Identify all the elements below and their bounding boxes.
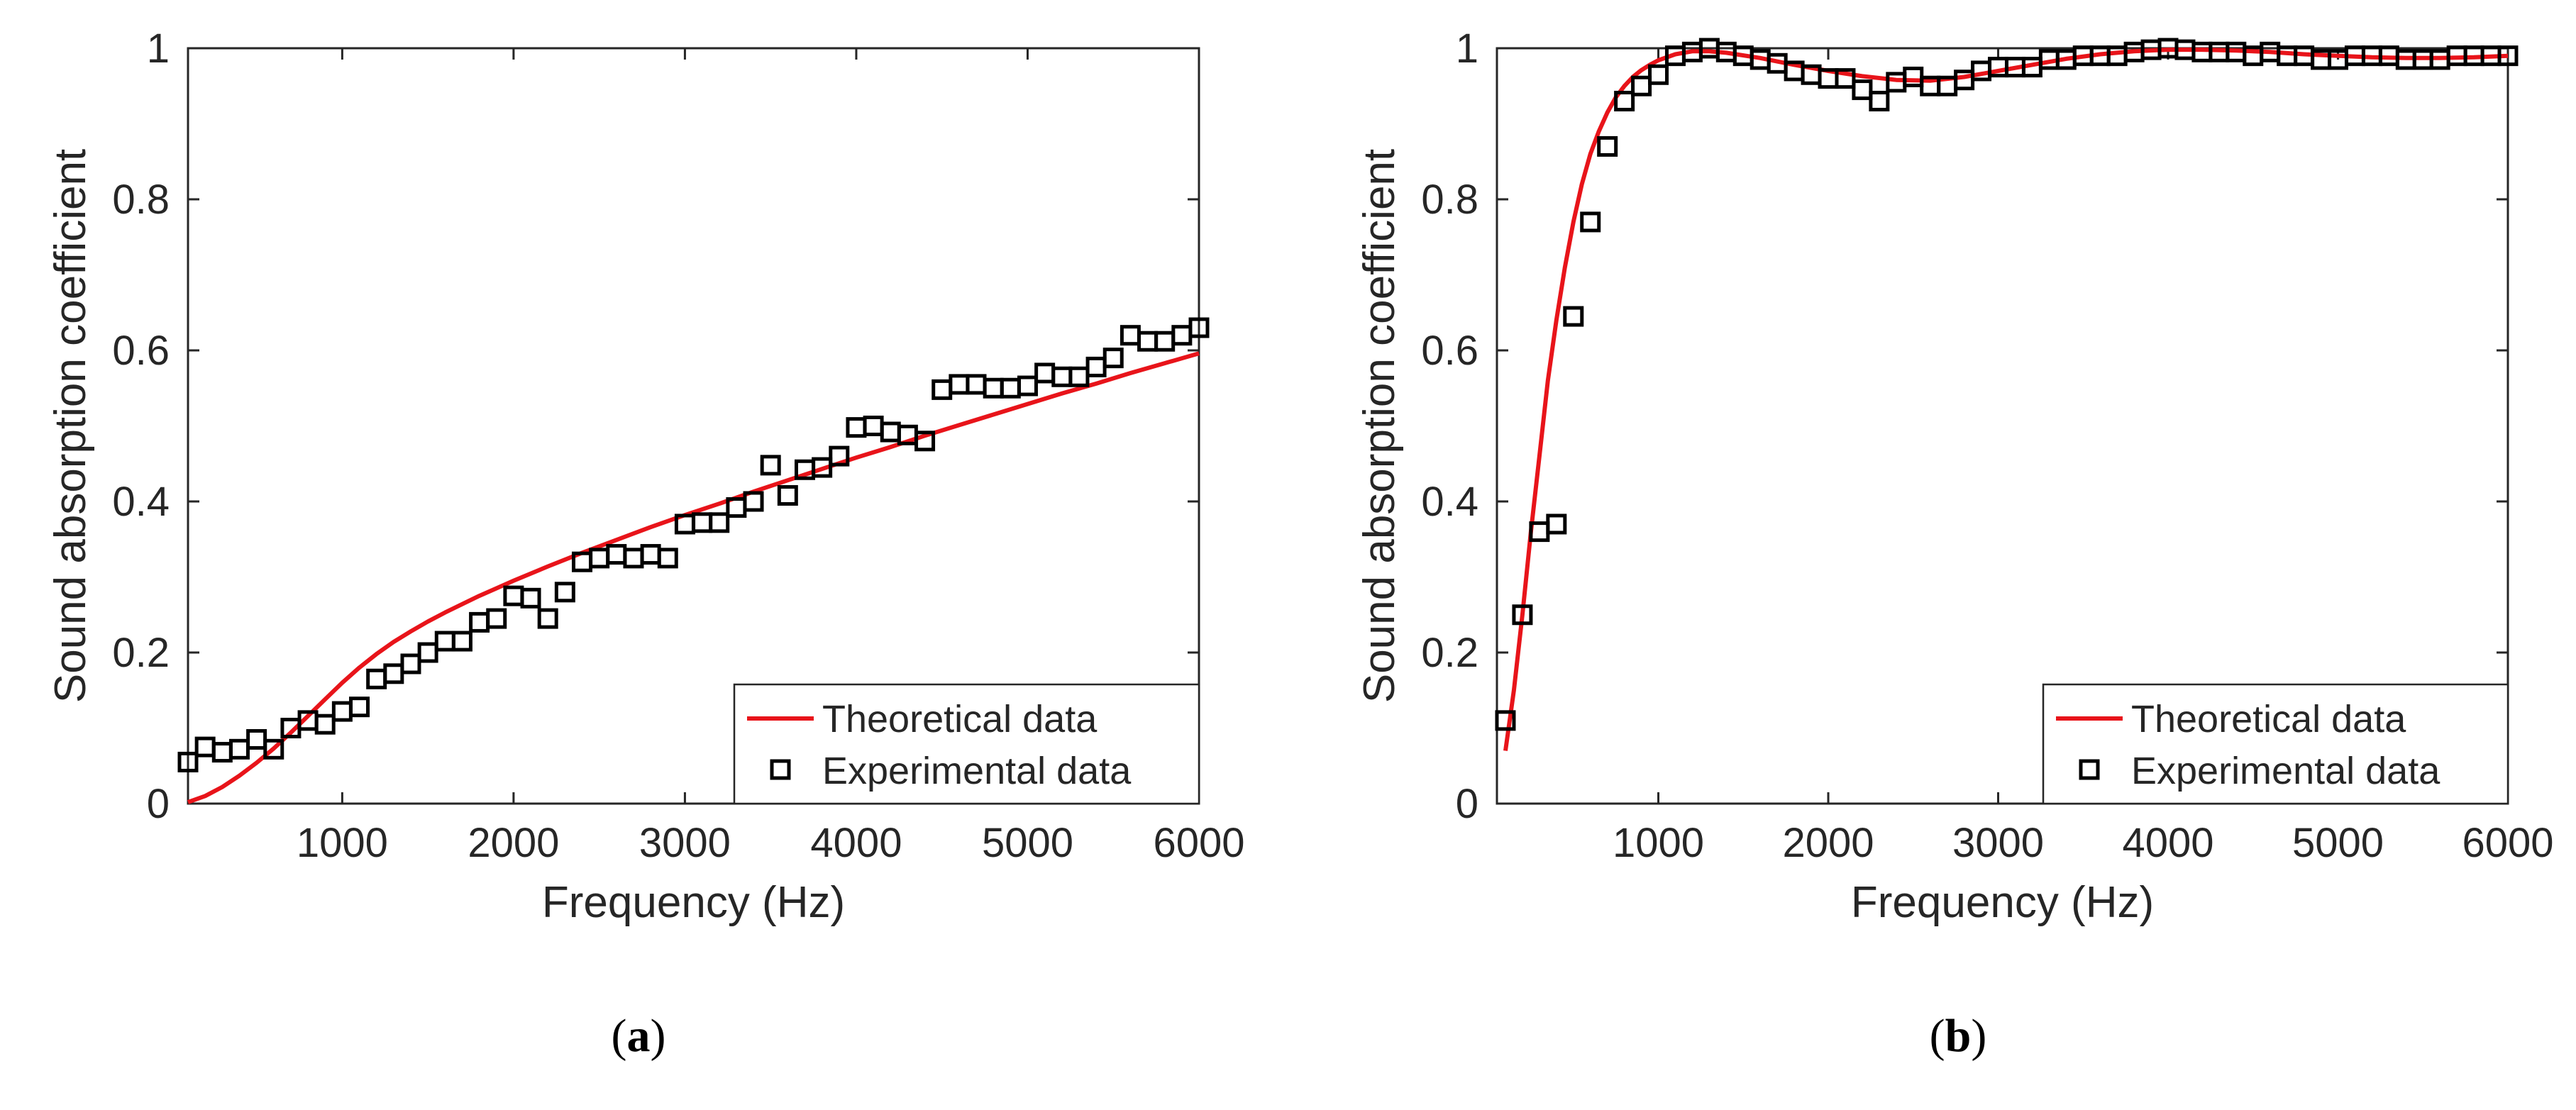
y-tick-label: 0.2 (112, 630, 170, 676)
experimental-data-point (1512, 604, 1533, 626)
panel-a-label: (a) (612, 1010, 666, 1062)
experimental-data-point (1546, 514, 1567, 535)
panel-a-label-open: ( (612, 1010, 627, 1062)
panel-a-legend-box (733, 683, 1200, 805)
experimental-data-point (520, 587, 541, 609)
panel-b-legend: Theoretical data Experimental data (2042, 683, 2509, 805)
panel-b-x-axis-label: Frequency (Hz) (1851, 878, 2154, 927)
y-tick-label: 0 (1456, 781, 1478, 827)
panel-a-experimental-series (177, 317, 1210, 772)
experimental-data-point (1835, 68, 1856, 89)
panel-b-label-letter: b (1945, 1010, 1972, 1062)
experimental-data-point (1614, 91, 1635, 112)
panel-a-legend-square-swatch (770, 759, 791, 780)
x-tick-label: 2000 (468, 820, 559, 866)
experimental-data-point (760, 455, 781, 476)
experimental-data-point (1852, 79, 1873, 101)
experimental-data-point (709, 512, 730, 533)
panel-b: 1000 2000 3000 4000 5000 6000 0 0.2 0.4 0.6 0.8 1 T… (1355, 26, 2554, 1062)
x-tick-label: 5000 (2292, 820, 2384, 866)
panel-b-label: (b) (1930, 1010, 1987, 1062)
panel-a-legend-theoretical-label: Theoretical data (822, 698, 1098, 740)
panel-a-label-close: ) (651, 1010, 666, 1062)
y-tick-label: 0.6 (112, 328, 170, 374)
experimental-data-point (400, 653, 421, 675)
y-tick-label: 0.8 (1421, 177, 1478, 223)
experimental-data-point (657, 548, 678, 569)
panel-b-legend-theoretical-label: Theoretical data (2131, 698, 2406, 740)
experimental-data-point (486, 608, 507, 629)
x-tick-label: 5000 (982, 820, 1073, 866)
x-tick-label: 6000 (1153, 820, 1244, 866)
x-tick-label: 3000 (1952, 820, 2044, 866)
experimental-data-point (554, 582, 575, 603)
y-tick-label: 0.4 (1421, 479, 1478, 525)
experimental-data-point (1648, 64, 1669, 85)
y-tick-label: 1 (1456, 26, 1478, 72)
x-tick-label: 4000 (2122, 820, 2213, 866)
panel-b-label-open: ( (1930, 1010, 1945, 1062)
panel-a-label-letter: a (627, 1010, 651, 1062)
y-tick-label: 0.4 (112, 479, 170, 525)
experimental-data-point (417, 642, 438, 663)
experimental-data-point (777, 484, 798, 506)
x-tick-label: 4000 (810, 820, 902, 866)
experimental-data-point (829, 445, 850, 467)
experimental-data-point (1102, 348, 1124, 369)
experimental-data-point (1188, 317, 1210, 338)
panel-a-ticks: 1000 2000 3000 4000 5000 6000 0 0.2 0.4 0.6 0.8 1 (112, 26, 1244, 866)
x-tick-label: 3000 (639, 820, 731, 866)
experimental-data-point (1631, 75, 1652, 96)
experimental-data-point (537, 608, 558, 629)
panel-b-y-axis-label: Sound absorption coefficient (1355, 149, 1404, 703)
y-tick-label: 0.8 (112, 177, 170, 223)
panel-b-axes-box (1496, 47, 2509, 805)
x-tick-label: 1000 (297, 820, 388, 866)
panel-b-legend-square-swatch (2079, 759, 2100, 780)
panel-a-legend: Theoretical data Experimental data (733, 683, 1200, 805)
panel-a-axes-box (187, 47, 1200, 805)
panel-b-theoretical-series (1503, 48, 2509, 751)
experimental-data-point (177, 751, 199, 772)
y-tick-label: 0.6 (1421, 328, 1478, 374)
x-tick-label: 6000 (2462, 820, 2553, 866)
panel-a-y-axis-label: Sound absorption coefficient (46, 149, 95, 703)
experimental-data-point (2497, 45, 2519, 67)
theoretical-data-line (1503, 48, 2509, 751)
experimental-data-point (1017, 375, 1038, 396)
experimental-data-point (1563, 306, 1584, 327)
x-tick-label: 1000 (1613, 820, 1704, 866)
experimental-data-point (1580, 211, 1601, 233)
panel-a-x-axis-label: Frequency (Hz) (542, 878, 845, 927)
y-tick-label: 0 (147, 781, 170, 827)
experimental-data-point (914, 431, 936, 452)
experimental-data-point (1869, 91, 1890, 112)
experimental-data-point (812, 457, 833, 478)
panel-a-legend-experimental-label: Experimental data (822, 750, 1132, 792)
experimental-data-point (263, 738, 284, 760)
y-tick-label: 0.2 (1421, 630, 1478, 676)
experimental-data-point (314, 714, 336, 735)
experimental-data-point (743, 491, 764, 512)
y-tick-label: 1 (147, 26, 170, 72)
experimental-data-point (1495, 710, 1516, 731)
panel-b-legend-box (2042, 683, 2509, 805)
experimental-data-point (349, 696, 370, 718)
experimental-data-point (1597, 135, 1618, 157)
x-tick-label: 2000 (1783, 820, 1874, 866)
panel-b-label-close: ) (1971, 1010, 1986, 1062)
experimental-data-point (451, 631, 472, 652)
panel-a: 1000 2000 3000 4000 5000 6000 0 0.2 0.4 0.6 0.8 1 T… (46, 26, 1245, 1062)
panel-b-experimental-series (1495, 38, 2519, 731)
panel-b-legend-experimental-label: Experimental data (2131, 750, 2440, 792)
